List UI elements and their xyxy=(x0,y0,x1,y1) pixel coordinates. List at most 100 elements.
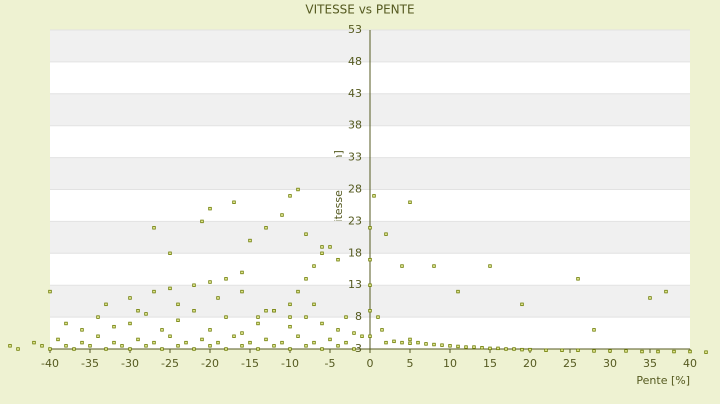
scatter-point xyxy=(224,347,228,351)
scatter-point xyxy=(328,337,332,342)
scatter-point xyxy=(408,341,412,345)
scatter-point xyxy=(56,337,60,342)
scatter-point xyxy=(264,226,268,230)
scatter-point xyxy=(128,347,132,351)
scatter-point xyxy=(136,309,140,313)
scatter-point xyxy=(352,347,356,351)
scatter-point xyxy=(328,245,332,249)
scatter-point xyxy=(512,347,516,351)
scatter-point xyxy=(352,331,356,335)
scatter-point xyxy=(168,334,172,338)
scatter-point xyxy=(200,219,204,224)
scatter-point xyxy=(456,344,460,349)
scatter-point xyxy=(296,187,300,192)
scatter-point xyxy=(656,349,660,354)
scatter-point xyxy=(472,345,476,349)
scatter-point xyxy=(208,328,212,332)
scatter-point xyxy=(160,328,164,332)
scatter-point xyxy=(320,251,324,255)
scatter-point xyxy=(40,344,44,348)
scatter-point xyxy=(264,337,268,342)
scatter-point xyxy=(272,344,276,348)
scatter-point xyxy=(440,343,444,347)
scatter-point xyxy=(368,283,372,287)
scatter-point xyxy=(152,340,156,345)
scatter-point xyxy=(96,315,100,319)
scatter-point xyxy=(320,321,324,326)
scatter-point xyxy=(288,194,292,198)
scatter-point xyxy=(344,340,348,345)
y-tick-label: 28 xyxy=(348,183,362,196)
scatter-point xyxy=(128,296,132,300)
scatter-point xyxy=(296,334,300,338)
y-tick-label: 13 xyxy=(348,278,362,291)
x-tick-label: 35 xyxy=(643,357,657,370)
scatter-point xyxy=(456,289,460,294)
scatter-point xyxy=(664,289,668,294)
scatter-point xyxy=(232,200,236,204)
x-tick-label: 20 xyxy=(523,357,537,370)
scatter-point xyxy=(120,344,124,348)
x-tick-label: -15 xyxy=(241,357,259,370)
scatter-point xyxy=(384,340,388,345)
scatter-point xyxy=(64,344,68,348)
chart-title: VITESSE vs PENTE xyxy=(305,3,414,17)
scatter-point xyxy=(304,232,308,236)
scatter-point xyxy=(520,347,524,352)
scatter-point xyxy=(288,315,292,319)
scatter-point xyxy=(336,257,340,262)
scatter-point xyxy=(280,213,284,217)
scatter-point xyxy=(296,289,300,294)
scatter-point xyxy=(368,226,372,230)
scatter-point xyxy=(648,296,652,300)
scatter-point xyxy=(384,232,388,236)
scatter-point xyxy=(488,346,492,351)
scatter-point xyxy=(408,337,412,342)
scatter-point xyxy=(240,289,244,294)
scatter-point xyxy=(104,347,108,351)
scatter-point xyxy=(360,334,364,338)
scatter-point xyxy=(208,344,212,348)
scatter-point xyxy=(184,340,188,345)
scatter-point xyxy=(336,344,340,348)
scatter-point xyxy=(240,331,244,335)
x-tick-label: -40 xyxy=(41,357,59,370)
x-tick-label: -25 xyxy=(161,357,179,370)
scatter-point xyxy=(136,337,140,342)
x-tick-label: 0 xyxy=(367,357,374,370)
scatter-point xyxy=(224,277,228,281)
scatter-point xyxy=(144,312,148,316)
scatter-point xyxy=(304,344,308,348)
scatter-point xyxy=(128,321,132,326)
scatter-point xyxy=(208,280,212,284)
scatter-point xyxy=(576,277,580,281)
scatter-point xyxy=(144,344,148,348)
y-tick-label: 48 xyxy=(348,55,362,68)
scatter-point xyxy=(496,346,500,351)
scatter-point xyxy=(488,264,492,268)
scatter-point xyxy=(240,344,244,348)
scatter-point xyxy=(80,340,84,345)
scatter-point xyxy=(264,309,268,313)
scatter-point xyxy=(400,264,404,268)
scatter-point xyxy=(368,309,372,313)
scatter-point xyxy=(312,264,316,268)
scatter-point xyxy=(608,349,612,353)
y-tick-label: 23 xyxy=(348,214,362,227)
scatter-point xyxy=(560,348,564,352)
y-tick-label: 38 xyxy=(348,119,362,132)
scatter-point xyxy=(152,226,156,230)
scatter-point xyxy=(288,302,292,307)
x-tick-label: -20 xyxy=(201,357,219,370)
scatter-point xyxy=(368,257,372,262)
scatter-point xyxy=(192,309,196,313)
x-tick-label: -30 xyxy=(121,357,139,370)
scatter-point xyxy=(256,321,260,326)
x-tick-label: 5 xyxy=(407,357,414,370)
scatter-point xyxy=(640,349,644,354)
y-tick-label: 43 xyxy=(348,87,362,100)
scatter-point xyxy=(424,342,428,346)
scatter-point xyxy=(168,251,172,255)
scatter-point xyxy=(72,347,76,351)
